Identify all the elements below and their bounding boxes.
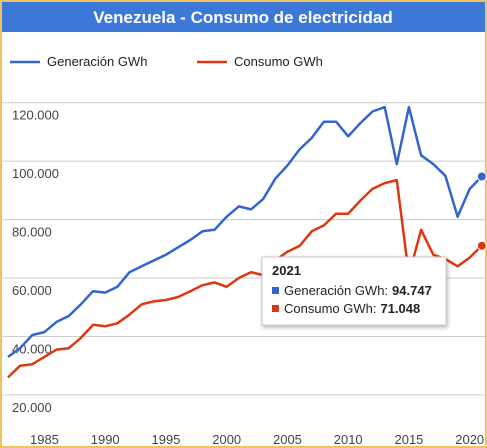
tooltip-title: 2021 (272, 263, 301, 278)
tooltip-value: 71.048 (380, 301, 420, 316)
title-bar (2, 2, 485, 32)
tooltip: 2021 Generación GWh: 94.747 Consumo GWh: 71… (261, 256, 447, 326)
series-line (7, 178, 483, 379)
y-tick-label: 80.000 (12, 225, 52, 240)
hover-point (476, 240, 487, 251)
tooltip-label: Consumo GWh: (284, 301, 376, 316)
x-tick-label: 1995 (151, 432, 180, 447)
x-tick-label: 2005 (273, 432, 302, 447)
tooltip-swatch (272, 305, 279, 312)
legend-label: Generación GWh (47, 54, 147, 69)
y-tick-label: 20.000 (12, 400, 52, 415)
chart-title: Venezuela - Consumo de electricidad (93, 8, 392, 27)
y-tick-label: 100.000 (12, 166, 59, 181)
x-tick-label: 2015 (394, 432, 423, 447)
y-tick-label: 120.000 (12, 108, 59, 123)
y-tick-label: 60.000 (12, 283, 52, 298)
tooltip-swatch (272, 287, 279, 294)
x-tick-label: 1985 (30, 432, 59, 447)
tooltip-row: Consumo GWh: 71.048 (284, 301, 420, 316)
legend-bg (2, 33, 485, 75)
legend-label: Consumo GWh (234, 54, 323, 69)
tooltip-row: Generación GWh: 94.747 (284, 283, 432, 298)
x-tick-label: 2010 (334, 432, 363, 447)
hover-point (476, 171, 487, 182)
tooltip-value: 94.747 (392, 283, 432, 298)
x-tick-label: 1990 (91, 432, 120, 447)
x-tick-label: 2020 (455, 432, 484, 447)
series-line (7, 105, 483, 358)
tooltip-box (261, 256, 447, 326)
tooltip-label: Generación GWh: (284, 283, 388, 298)
x-tick-label: 2000 (212, 432, 241, 447)
legend: Generación GWh Consumo GWh (2, 33, 485, 75)
